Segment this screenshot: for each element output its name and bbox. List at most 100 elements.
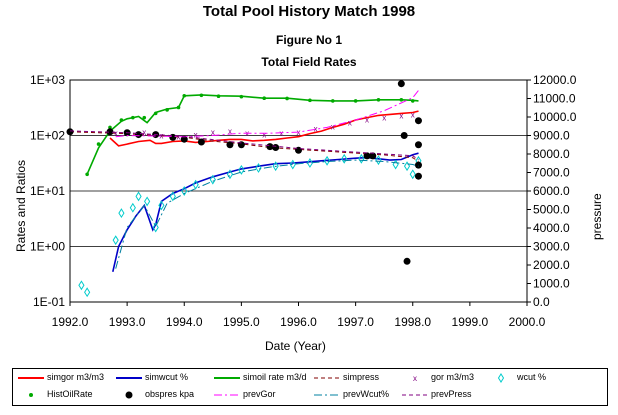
gor-m3-m3-point: x [314,124,318,133]
gor-m3-m3-point: x [228,127,232,136]
gor-m3-m3-point: x [331,123,335,132]
chart-subtitle-2: Total Field Rates [261,55,357,69]
legend-swatch [29,393,33,397]
x-tick-label: 1992.0 [52,315,89,329]
x-tick-label: 1996.0 [280,315,317,329]
legend-label: obspres kpa [145,389,195,399]
gor-m3-m3-point: x [297,128,301,137]
gor-m3-m3-point: x [245,129,249,138]
right-y-tick-label: 8000.0 [533,147,570,161]
histoilrate-point [216,94,221,99]
legend-label: gor m3/m3 [431,372,475,382]
histoilrate-point [239,94,244,99]
legend-label: prevGor [243,389,276,399]
legend-swatch [402,394,428,396]
wcut-point [152,222,159,233]
gor-m3-m3-point: x [348,119,352,128]
wcut-point [78,280,85,291]
right-y-tick-label: 4000.0 [533,221,570,235]
gor-m3-m3-point: x [262,130,266,139]
wcut-point [181,186,188,196]
gor-m3-m3-point: x [159,132,163,141]
wcut-point [144,196,151,207]
obspres-kpa-point [272,144,280,152]
histoilrate-point [176,105,181,110]
chart-plot: 1E+03 1E+02 1E+01 1E+00 1E-01 12000.0 11000.0 1… [30,73,577,329]
wcut-point [375,155,382,166]
histoilrate-point [119,118,124,122]
legend-label: HistOilRate [47,389,93,399]
obspres-kpa-point [414,117,422,125]
left-y-axis-label: Rates and Ratios [14,159,28,252]
left-y-tick-label: 1E+01 [30,184,65,198]
histoilrate-point [308,98,312,103]
obspres-kpa-point [180,135,188,143]
histoilrate-point [353,99,358,103]
obspres-kpa-point [169,133,177,141]
svg-text:x: x [413,374,417,383]
obspres-kpa-point [363,152,371,160]
gor-m3-m3-point: x [194,130,198,139]
wcut-point [226,169,234,180]
left-y-tick-label: 1E+02 [30,129,65,143]
legend-swatch [125,391,133,399]
chart-legend: simgor m3/m3 simwcut % simoil rate m3/d sim… [12,368,608,406]
histoilrate-point [199,93,204,98]
prevgor-line [115,90,419,138]
x-axis-label: Date (Year) [265,339,326,353]
left-y-tick-label: 1E+03 [30,73,65,87]
simwcut-line [112,152,419,272]
simgor-m3-m3-line [109,110,419,147]
wcut-point [358,153,365,164]
wcut-point [272,161,279,172]
right-y-axis-label: pressure [590,193,604,240]
right-y-tick-label: 10000.0 [533,110,577,124]
legend-swatch [18,377,44,379]
obspres-kpa-point [414,141,422,149]
simpress-line [69,131,419,162]
obspres-kpa-point [226,141,234,149]
legend-swatch: x [413,374,417,383]
x-tick-label: 1998.0 [394,315,431,329]
right-y-tick-label: 3000.0 [533,240,570,254]
wcut-point [158,200,165,211]
gor-m3-m3-point: x [382,114,386,123]
right-y-tick-label: 7000.0 [533,166,570,180]
legend-label: simpress [343,372,380,382]
histoilrate-point [108,125,112,130]
histoilrate-point [165,108,169,112]
wcut-point [112,235,119,246]
wcut-point [118,208,125,219]
x-tick-label: 1995.0 [223,315,260,329]
obspres-kpa-point [369,152,377,160]
histoilrate-point [153,111,158,116]
x-tick-label: 2000.0 [509,315,546,329]
legend-swatch [116,377,142,379]
wcut-point [209,174,216,185]
prevwcut-line [115,159,419,269]
obspres-kpa-point [403,257,411,265]
histoilrate-point [85,172,89,177]
gor-m3-m3-point: x [114,129,118,138]
obspres-kpa-point [266,143,274,151]
histoilrate-point [96,142,101,146]
legend-swatch [214,394,240,396]
obspres-kpa-point [414,161,422,169]
wcut-point [169,191,176,202]
obspres-kpa-point [106,128,114,136]
histoilrate-point [410,99,415,103]
x-tick-label: 1993.0 [109,315,146,329]
wcut-point [84,287,91,298]
x-tick-label: 1994.0 [166,315,203,329]
right-y-tick-label: 1000.0 [533,277,570,291]
wcut-point [403,161,411,172]
histoilrate-point [182,93,187,98]
histoilrate-point [330,99,335,103]
right-y-tick-label: 6000.0 [533,184,570,198]
wcut-point [135,191,142,202]
gor-m3-m3-point: x [279,129,283,138]
wcut-point [323,155,331,166]
left-y-tick-label: 1E-01 [33,295,65,309]
legend-swatch [314,394,340,396]
gor-m3-m3-point: x [365,115,369,124]
